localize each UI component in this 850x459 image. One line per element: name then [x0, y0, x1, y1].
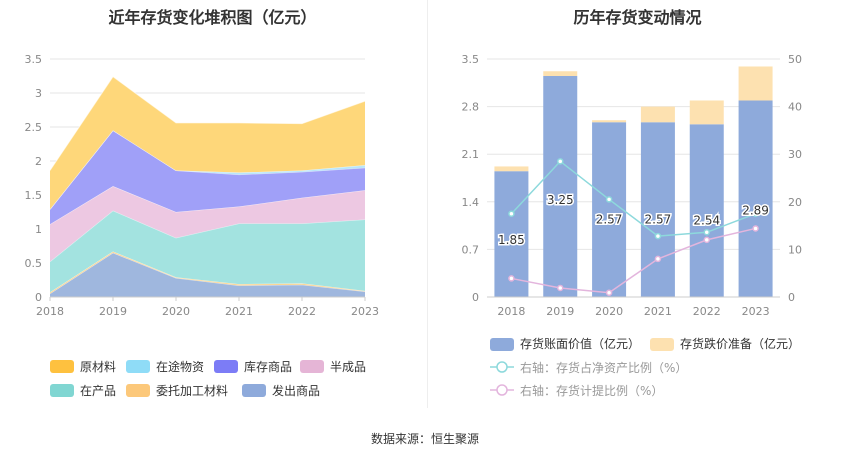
- right-x-tick-label: 2020: [595, 305, 623, 318]
- point-右轴：存货占净资产比例（%）: [508, 210, 515, 217]
- legend-swatch-在产品: [50, 384, 74, 397]
- point-右轴：存货占净资产比例（%）: [654, 232, 662, 240]
- point-右轴：存货占净资产比例（%）: [752, 210, 759, 217]
- point-右轴：存货占净资产比例（%）: [605, 196, 613, 203]
- right-x-tick-label: 2019: [546, 305, 574, 318]
- line-右轴：存货计提比例（%）: [511, 227, 756, 294]
- legend-marker-provision: [496, 384, 508, 396]
- bar-data-label: 3.25: [547, 193, 574, 207]
- legend-label-impairment: 存货跌价准备（亿元）: [680, 336, 800, 351]
- bar-impairment: [689, 100, 724, 125]
- left-x-tick-label: 2022: [288, 305, 316, 318]
- legend-label-在途物资: 在途物资: [156, 359, 204, 374]
- legend-label-委托加工材料: 委托加工材料: [156, 384, 228, 398]
- right-y2-tick-label: 40: [788, 101, 802, 114]
- left-x-tick-label: 2019: [99, 305, 127, 318]
- legend-swatch-原材料: [50, 360, 74, 373]
- area-库存商品: [50, 130, 365, 225]
- bar-impairment: [640, 106, 675, 123]
- left-chart-title: 近年存货变化堆积图（亿元）: [108, 8, 317, 27]
- right-y2-tick-label: 30: [788, 148, 802, 161]
- left-x-tick-label: 2020: [162, 305, 190, 318]
- line-右轴：存货占净资产比例（%）: [510, 160, 756, 237]
- right-y2-tick-label: 10: [788, 243, 802, 256]
- left-y-tick-label: 0.5: [25, 257, 43, 270]
- legend-label-在产品: 在产品: [80, 384, 116, 398]
- bar-data-label: 2.57: [596, 213, 623, 227]
- point-右轴：存货计提比例（%）: [703, 236, 710, 244]
- data-source: 数据来源：恒生聚源: [370, 432, 479, 446]
- right-y-tick-label: 0: [472, 291, 479, 304]
- bar-book-value: [543, 76, 578, 297]
- bar-impairment: [592, 120, 627, 123]
- right-y2-tick-label: 50: [788, 53, 802, 66]
- bar-data-label: 2.89: [742, 203, 769, 217]
- right-x-tick-label: 2023: [742, 305, 770, 318]
- right-y-tick-label: 3.5: [462, 53, 480, 66]
- legend-label-半成品: 半成品: [330, 360, 366, 374]
- left-x-tick-label: 2021: [225, 305, 253, 318]
- area-edge-原材料: [49, 75, 366, 171]
- legend-swatch-在途物资: [126, 360, 150, 373]
- bar-impairment: [738, 66, 773, 101]
- legend-swatch-impairment: [650, 338, 674, 351]
- right-y-tick-label: 2.8: [462, 101, 480, 114]
- legend-marker-net-assets: [496, 361, 508, 373]
- bar-book-value: [592, 122, 627, 298]
- panel-divider: [427, 0, 428, 408]
- bar-impairment: [543, 71, 578, 76]
- legend-label-原材料: 原材料: [80, 360, 116, 374]
- point-右轴：存货计提比例（%）: [654, 255, 662, 263]
- area-半成品: [50, 186, 365, 262]
- bar-data-label: 1.85: [498, 233, 525, 247]
- area-在产品: [50, 210, 365, 293]
- bar-book-value: [738, 100, 773, 297]
- left-y-tick-label: 0: [35, 291, 42, 304]
- left-y-tick-label: 3: [35, 87, 42, 100]
- bar-impairment: [494, 166, 529, 172]
- right-x-tick-label: 2018: [497, 305, 525, 318]
- left-y-tick-label: 1.5: [25, 189, 43, 202]
- right-y-tick-label: 1.4: [462, 196, 480, 209]
- legend-swatch-委托加工材料: [126, 384, 150, 397]
- right-y2-tick-label: 0: [788, 291, 795, 304]
- left-y-tick-label: 3.5: [25, 53, 43, 66]
- legend-label-provision: 右轴：存货计提比例（%）: [520, 383, 663, 398]
- bar-book-value: [640, 122, 675, 298]
- legend-swatch-库存商品: [214, 360, 238, 373]
- right-y-tick-label: 0.7: [462, 243, 480, 256]
- right-y2-tick-label: 20: [788, 196, 802, 209]
- left-x-tick-label: 2023: [351, 305, 379, 318]
- legend-swatch-发出商品: [242, 384, 266, 397]
- left-x-tick-label: 2018: [36, 305, 64, 318]
- legend-label-book-value: 存货账面价值（亿元）: [520, 336, 640, 351]
- left-y-tick-label: 2.5: [25, 121, 43, 134]
- right-chart-title: 历年存货变动情况: [573, 8, 702, 27]
- point-右轴：存货计提比例（%）: [752, 225, 759, 232]
- point-右轴：存货占净资产比例（%）: [703, 229, 710, 236]
- right-x-tick-label: 2022: [693, 305, 721, 318]
- legend-label-库存商品: 库存商品: [244, 359, 292, 374]
- left-y-tick-label: 2: [35, 155, 42, 168]
- area-原材料: [50, 76, 365, 210]
- area-发出商品: [50, 252, 365, 297]
- right-y-tick-label: 2.1: [462, 148, 480, 161]
- legend-label-发出商品: 发出商品: [272, 383, 320, 398]
- legend-swatch-book-value: [490, 338, 514, 351]
- point-右轴：存货占净资产比例（%）: [557, 158, 564, 165]
- bar-data-label: 2.57: [645, 213, 672, 227]
- legend-swatch-半成品: [300, 360, 324, 373]
- legend-label-net-assets: 右轴：存货占净资产比例（%）: [520, 360, 687, 375]
- point-右轴：存货计提比例（%）: [508, 275, 515, 282]
- right-x-tick-label: 2021: [644, 305, 672, 318]
- point-右轴：存货计提比例（%）: [557, 284, 564, 292]
- bar-book-value: [689, 124, 724, 297]
- left-y-tick-label: 1: [35, 223, 42, 236]
- bar-data-label: 2.54: [693, 213, 720, 227]
- point-右轴：存货计提比例（%）: [605, 289, 613, 296]
